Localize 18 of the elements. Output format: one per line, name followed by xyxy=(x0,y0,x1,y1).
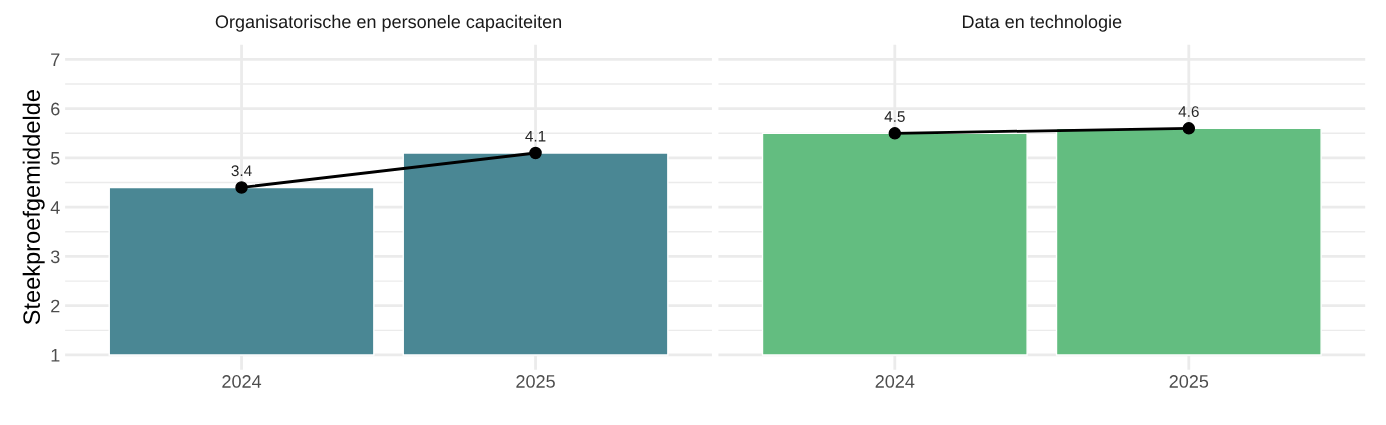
data-label: 3.4 xyxy=(231,165,252,177)
x-tick-label: 2024 xyxy=(875,375,915,388)
y-tick-label: 6 xyxy=(51,102,60,116)
y-tick-label: 7 xyxy=(51,53,60,66)
y-axis-title: Steekproefgemiddelde xyxy=(22,90,45,325)
data-label: 4.6 xyxy=(1178,106,1199,118)
y-tick-label: 2 xyxy=(51,299,60,313)
y-tick-label: 5 xyxy=(50,152,60,165)
x-tick-label: 2024 xyxy=(222,375,262,388)
y-tick-label: 4 xyxy=(50,201,60,214)
y-tick-label: 1 xyxy=(51,349,60,362)
data-label: 4.1 xyxy=(525,130,546,142)
y-tick-label: 3 xyxy=(50,250,60,264)
x-tick-label: 2025 xyxy=(1169,375,1209,388)
chart-title: Organisatorische en personele capaciteiten xyxy=(215,14,562,32)
data-label: 4.5 xyxy=(884,111,905,122)
x-tick-label: 2025 xyxy=(516,375,555,388)
chart-title: Data en technologie xyxy=(962,14,1122,32)
